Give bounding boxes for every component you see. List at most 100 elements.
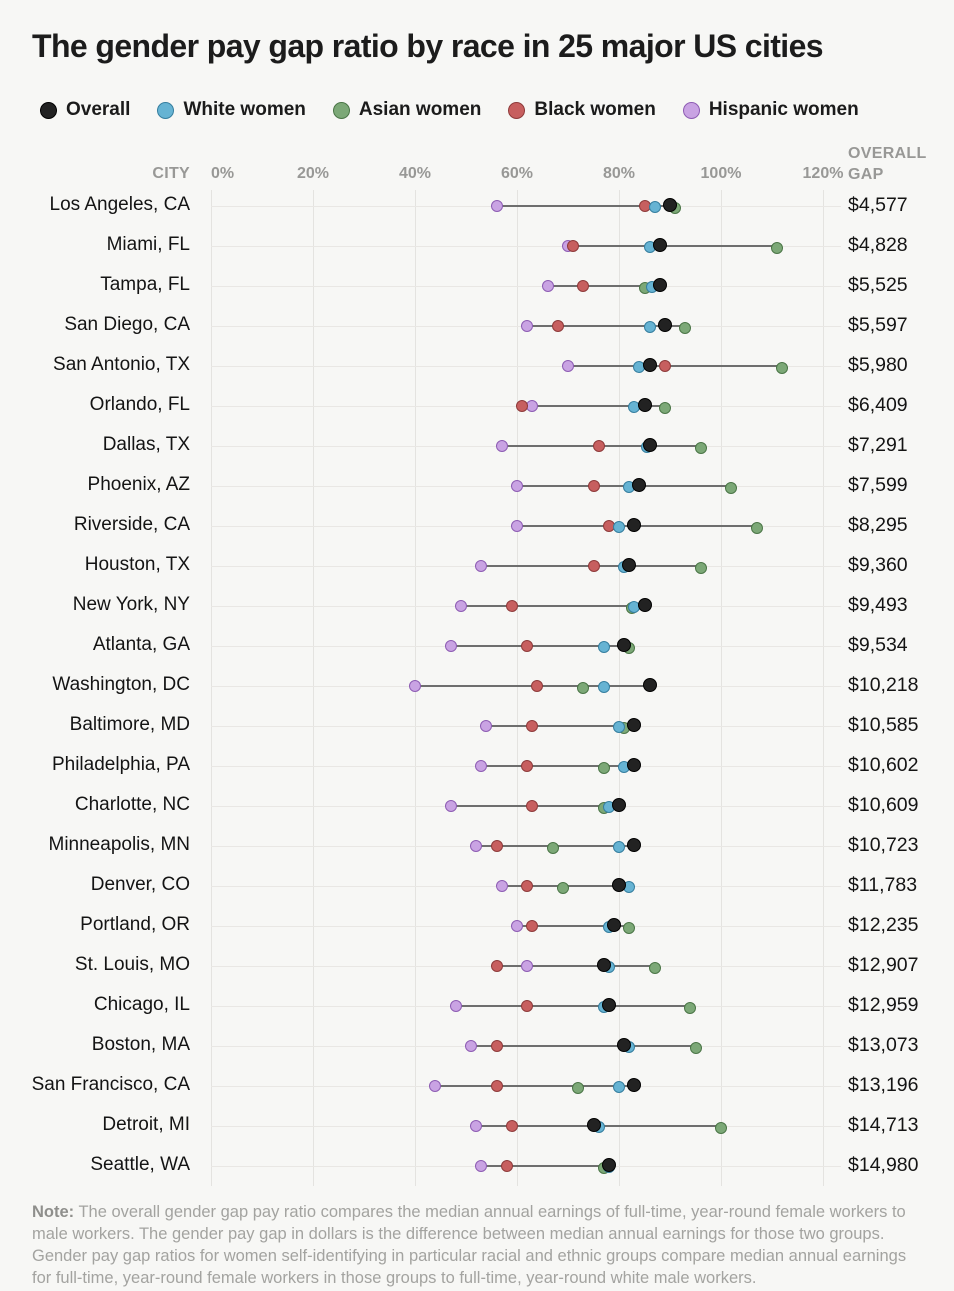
legend-dot-hispanic <box>682 101 700 119</box>
row-connector <box>435 1085 635 1088</box>
dot-overall <box>601 1158 616 1173</box>
row-connector <box>460 604 645 607</box>
dot-white <box>613 721 625 734</box>
dot-asian <box>694 441 707 454</box>
overall-gap-value: $13,073 <box>848 1034 919 1057</box>
row-connector <box>486 725 635 728</box>
dot-asian <box>694 561 707 574</box>
city-label: Minneapolis, MN <box>48 834 191 856</box>
dot-asian <box>577 681 590 694</box>
city-label: Seattle, WA <box>90 1154 190 1176</box>
city-label: San Antonio, TX <box>53 353 190 375</box>
overall-gap-value: $12,959 <box>848 994 919 1017</box>
legend-dot-asian <box>332 101 350 119</box>
row-baseline <box>211 365 841 367</box>
row-connector <box>496 204 676 207</box>
dot-overall <box>627 1078 642 1093</box>
dot-black_women <box>505 1120 518 1133</box>
dot-black_women <box>505 599 518 612</box>
dot-asian <box>776 361 789 374</box>
dot-hispanic <box>470 840 483 853</box>
legend-item-white: White women <box>157 99 306 121</box>
dot-hispanic <box>495 439 508 452</box>
dot-hispanic <box>475 559 488 572</box>
city-label: Houston, TX <box>84 553 190 575</box>
legend-label-asian: Asian women <box>358 99 482 120</box>
dot-asian <box>725 481 738 494</box>
overall-gap-value: $9,493 <box>848 593 908 616</box>
dot-overall <box>642 357 657 372</box>
legend-item-overall: Overall <box>40 99 130 121</box>
dot-asian <box>684 1002 697 1015</box>
row-connector <box>527 324 686 327</box>
dot-asian <box>689 1042 702 1055</box>
city-label: Portland, OR <box>80 914 190 936</box>
dot-black_women <box>592 439 605 452</box>
city-label: St. Louis, MO <box>74 954 190 976</box>
dot-black_women <box>577 279 590 292</box>
city-label: Denver, CO <box>90 874 190 896</box>
row-connector <box>496 965 655 968</box>
dot-black_women <box>521 880 534 893</box>
dot-asian <box>771 241 784 254</box>
dot-black_women <box>587 559 600 572</box>
dot-hispanic <box>490 199 503 212</box>
dot-white <box>613 1081 625 1094</box>
dot-asian <box>556 882 569 895</box>
overall-gap-value: $10,218 <box>848 673 919 696</box>
legend-label-hispanic: Hispanic women <box>708 99 859 120</box>
dot-overall <box>663 197 677 212</box>
overall-gap-value: $12,235 <box>848 914 919 937</box>
city-label: Miami, FL <box>106 233 190 255</box>
row-connector <box>455 1005 691 1008</box>
overall-gap-value: $10,723 <box>848 834 919 857</box>
dot-black_women <box>500 1160 513 1173</box>
legend-dot-overall <box>40 101 57 119</box>
dot-black_women <box>521 639 534 652</box>
overall-gap-value: $9,360 <box>848 553 908 576</box>
column-header-city: CITY <box>152 165 190 182</box>
dot-hispanic <box>475 1160 488 1173</box>
dot-asian <box>623 922 636 935</box>
dot-black_women <box>521 760 534 773</box>
overall-gap-value: $5,980 <box>848 353 908 376</box>
footnote-label: Note: <box>32 1203 75 1221</box>
dot-white <box>613 841 625 854</box>
column-header-gap-line1: OVERALL <box>848 145 927 162</box>
row-connector <box>517 925 630 928</box>
dot-hispanic <box>521 960 534 973</box>
dot-overall <box>652 277 667 292</box>
dot-black_women <box>526 920 539 933</box>
row-connector <box>450 644 630 647</box>
dot-hispanic <box>409 679 421 692</box>
row-connector <box>481 1165 609 1168</box>
dot-hispanic <box>541 279 554 292</box>
row-connector <box>568 244 778 247</box>
row-connector <box>568 364 783 367</box>
footnote-text: The overall gender gap pay ratio compare… <box>32 1203 907 1287</box>
dot-overall <box>612 878 626 893</box>
dot-asian <box>546 842 559 855</box>
dot-black_women <box>658 359 671 372</box>
dot-overall <box>622 557 637 572</box>
city-label: Phoenix, AZ <box>87 473 190 495</box>
legend: Overall White women Asian women Black women… <box>40 99 859 121</box>
dot-asian <box>750 521 763 534</box>
legend-item-asian: Asian women <box>332 99 482 121</box>
legend-label-black_women: Black women <box>534 99 656 120</box>
dot-black_women <box>516 399 529 412</box>
x-tick-40%: 40% <box>398 165 432 182</box>
legend-label-white: White women <box>183 99 306 120</box>
overall-gap-value: $14,713 <box>848 1114 919 1137</box>
legend-item-hispanic: Hispanic women <box>682 99 859 121</box>
x-tick-20%: 20% <box>296 165 330 182</box>
city-label: Tampa, FL <box>100 273 190 295</box>
overall-gap-value: $13,196 <box>848 1074 919 1097</box>
legend-dot-white <box>157 101 175 119</box>
legend-label-overall: Overall <box>66 99 131 120</box>
footnote: Note: The overall gender gap pay ratio c… <box>32 1201 924 1289</box>
dot-black_women <box>490 1080 503 1093</box>
dot-hispanic <box>449 1000 462 1013</box>
dot-overall <box>637 397 652 412</box>
